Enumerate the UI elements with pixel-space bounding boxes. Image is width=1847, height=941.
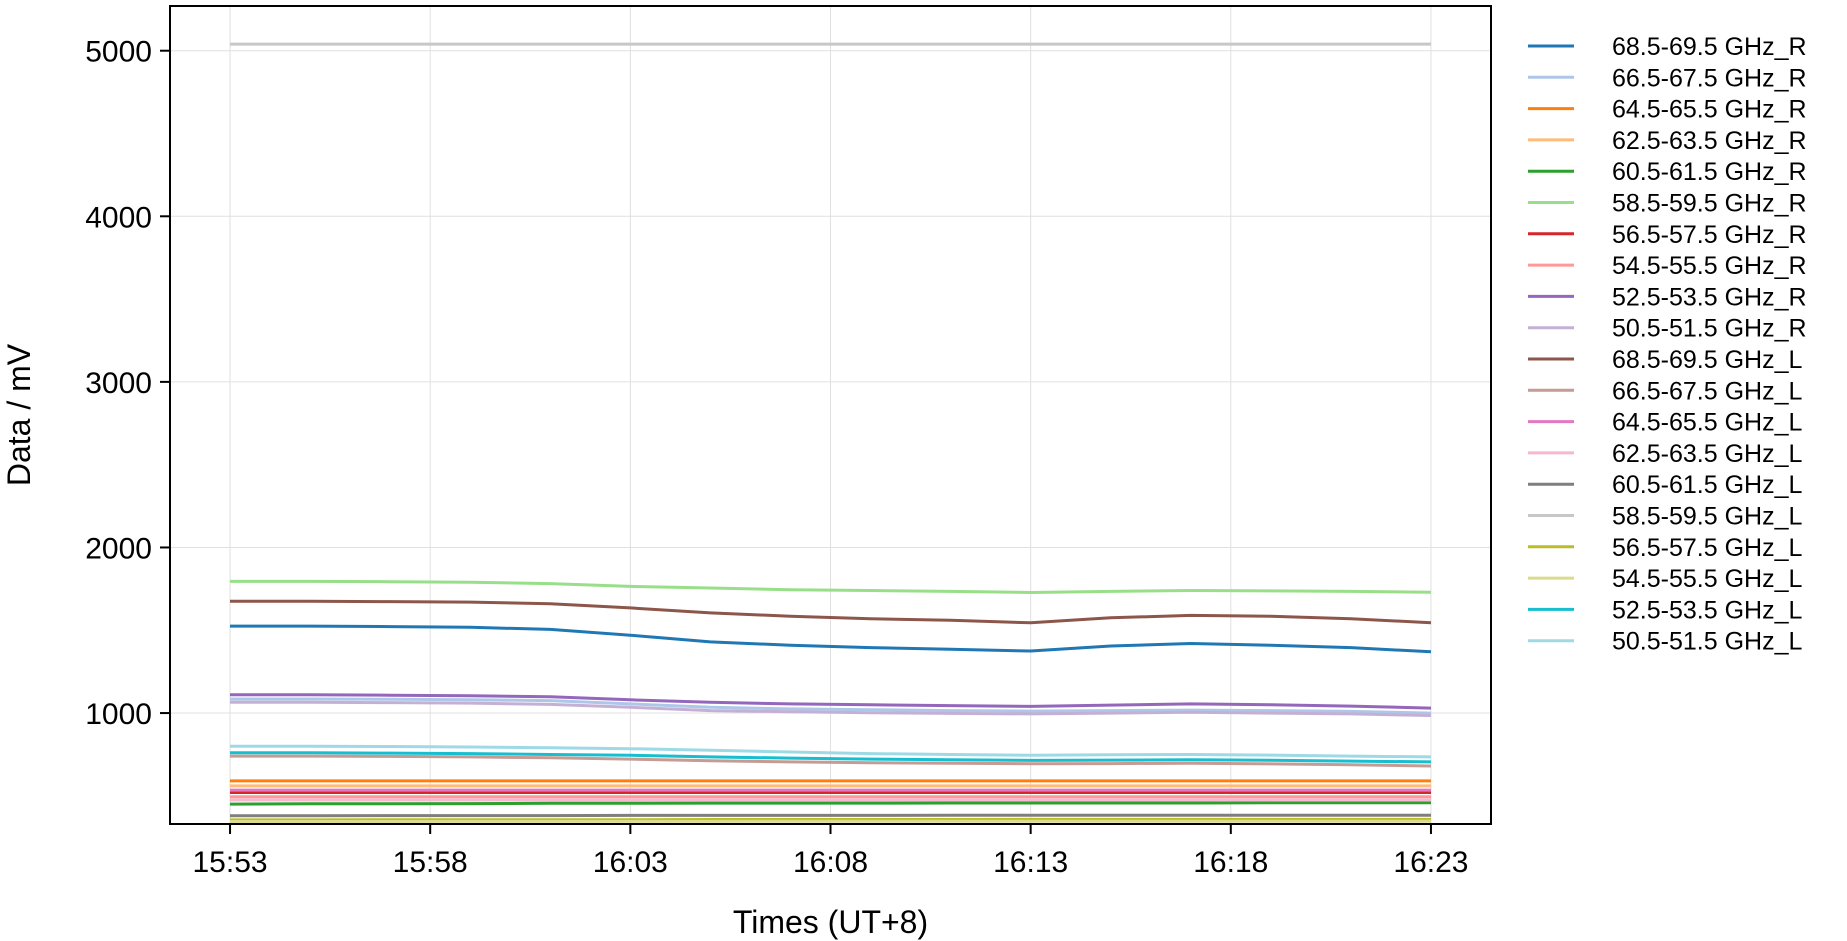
x-axis: 15:53 15:58 16:03 16:08 16:13 16:18 16:23	[193, 824, 1468, 879]
series-line-8	[230, 693, 1432, 710]
legend-label: 64.5-65.5 GHz_R	[1612, 96, 1807, 124]
y-tick-label: 5000	[85, 36, 152, 69]
legend-label: 64.5-65.5 GHz_L	[1612, 409, 1802, 437]
x-tick-label: 16:18	[1193, 846, 1268, 879]
x-tick-label: 16:03	[593, 846, 668, 879]
series-line-9	[230, 700, 1432, 717]
series-line-5	[230, 579, 1432, 594]
legend-entry: 64.5-65.5 GHz_L	[1528, 409, 1802, 437]
legend-entry: 68.5-69.5 GHz_R	[1528, 33, 1807, 61]
legend-label: 54.5-55.5 GHz_R	[1612, 252, 1807, 280]
legend-entry: 58.5-59.5 GHz_R	[1528, 190, 1807, 218]
legend-label: 68.5-69.5 GHz_R	[1612, 33, 1807, 61]
legend-label: 56.5-57.5 GHz_R	[1612, 221, 1807, 249]
x-tick-label: 15:58	[393, 846, 468, 879]
x-tick-label: 16:08	[793, 846, 868, 879]
legend-label: 68.5-69.5 GHz_L	[1612, 346, 1802, 374]
legend-label: 66.5-67.5 GHz_R	[1612, 64, 1807, 92]
y-tick-label: 4000	[85, 201, 152, 234]
legend-entry: 62.5-63.5 GHz_R	[1528, 127, 1807, 155]
series-lines	[229, 42, 1432, 823]
series-line-18	[230, 751, 1432, 764]
legend-entry: 52.5-53.5 GHz_R	[1528, 283, 1807, 311]
legend: 68.5-69.5 GHz_R 66.5-67.5 GHz_R 64.5-65.5 …	[1528, 33, 1807, 656]
series-line-4	[229, 801, 1431, 806]
legend-label: 54.5-55.5 GHz_L	[1612, 565, 1802, 593]
legend-label: 56.5-57.5 GHz_L	[1612, 534, 1802, 562]
legend-entry: 54.5-55.5 GHz_R	[1528, 252, 1807, 280]
legend-entry: 66.5-67.5 GHz_L	[1528, 377, 1802, 405]
series-line-19	[230, 744, 1432, 759]
y-axis-label: Data / mV	[1, 343, 37, 486]
legend-entry: 56.5-57.5 GHz_L	[1528, 534, 1802, 562]
y-tick-label: 2000	[85, 532, 152, 565]
legend-entry: 66.5-67.5 GHz_R	[1528, 64, 1807, 92]
series-line-0	[230, 624, 1432, 654]
legend-entry: 50.5-51.5 GHz_R	[1528, 315, 1807, 343]
y-tick-label: 1000	[85, 698, 152, 731]
legend-label: 50.5-51.5 GHz_L	[1612, 628, 1802, 656]
legend-label: 62.5-63.5 GHz_L	[1612, 440, 1802, 468]
legend-label: 62.5-63.5 GHz_R	[1612, 127, 1807, 155]
legend-label: 60.5-61.5 GHz_R	[1612, 158, 1807, 186]
series-line-16	[230, 817, 1431, 822]
legend-label: 50.5-51.5 GHz_R	[1612, 315, 1807, 343]
legend-label: 58.5-59.5 GHz_R	[1612, 190, 1807, 218]
legend-entry: 64.5-65.5 GHz_R	[1528, 96, 1807, 124]
legend-label: 60.5-61.5 GHz_L	[1612, 471, 1802, 499]
legend-label: 52.5-53.5 GHz_L	[1612, 596, 1802, 624]
series-line-11	[230, 754, 1432, 768]
legend-entry: 54.5-55.5 GHz_L	[1528, 565, 1802, 593]
grid-lines	[170, 6, 1491, 824]
x-axis-label: Times (UT+8)	[733, 904, 928, 940]
legend-entry: 52.5-53.5 GHz_L	[1528, 596, 1802, 624]
series-line-1	[230, 697, 1432, 715]
legend-entry: 50.5-51.5 GHz_L	[1528, 628, 1802, 656]
legend-label: 52.5-53.5 GHz_R	[1612, 283, 1807, 311]
x-tick-label: 16:23	[1393, 846, 1468, 879]
legend-entry: 58.5-59.5 GHz_L	[1528, 503, 1802, 531]
legend-entry: 60.5-61.5 GHz_L	[1528, 471, 1802, 499]
y-tick-label: 3000	[85, 367, 152, 400]
legend-label: 58.5-59.5 GHz_L	[1612, 503, 1802, 531]
x-tick-label: 15:53	[193, 846, 268, 879]
legend-entry: 68.5-69.5 GHz_L	[1528, 346, 1802, 374]
x-tick-label: 16:13	[993, 846, 1068, 879]
legend-label: 66.5-67.5 GHz_L	[1612, 377, 1802, 405]
legend-entry: 60.5-61.5 GHz_R	[1528, 158, 1807, 186]
legend-entry: 56.5-57.5 GHz_R	[1528, 221, 1807, 249]
legend-entry: 62.5-63.5 GHz_L	[1528, 440, 1802, 468]
series-line-14	[230, 813, 1431, 818]
series-line-10	[230, 599, 1432, 625]
y-axis: 1000 2000 3000 4000 5000	[85, 36, 170, 731]
